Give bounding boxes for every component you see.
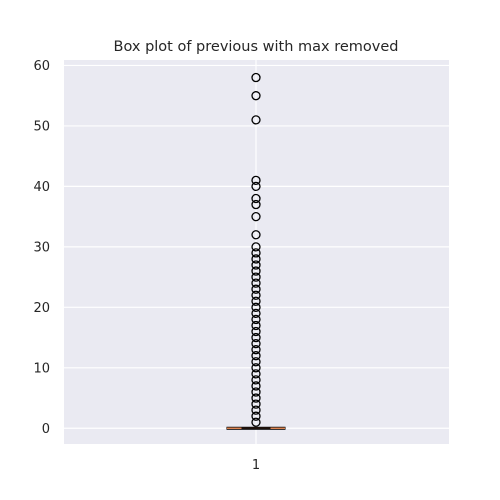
outlier-point <box>251 272 261 282</box>
outlier-point <box>251 248 261 258</box>
y-tick-label: 60 <box>33 59 50 74</box>
outlier-point <box>251 351 261 361</box>
outlier-point <box>251 242 261 252</box>
outlier-point <box>251 278 261 288</box>
outlier-points <box>251 72 261 427</box>
outlier-point <box>251 193 261 204</box>
x-tick-label: 1 <box>252 458 260 473</box>
x-axis-ticks: 1 <box>252 458 260 473</box>
y-tick-label: 50 <box>33 119 50 134</box>
outlier-point <box>251 332 261 343</box>
outlier-point <box>251 254 261 264</box>
y-tick-label: 20 <box>33 301 50 316</box>
outlier-point <box>251 320 261 331</box>
outlier-point <box>251 284 261 294</box>
outlier-point <box>251 308 261 319</box>
outlier-point <box>251 417 261 427</box>
outlier-point <box>251 181 261 192</box>
outlier-point <box>251 211 261 222</box>
outlier-point <box>251 290 261 300</box>
outlier-point <box>251 230 261 240</box>
outlier-point <box>251 175 261 185</box>
y-tick-label: 40 <box>33 180 50 195</box>
outlier-point <box>251 369 261 379</box>
outlier-point <box>251 326 261 337</box>
outlier-point <box>251 72 261 83</box>
outlier-point <box>251 375 261 385</box>
outlier-point <box>251 314 261 325</box>
y-tick-label: 0 <box>42 422 50 437</box>
outlier-point <box>251 357 261 367</box>
outlier-point <box>251 302 261 312</box>
chart-title: Box plot of previous with max removed <box>114 39 399 55</box>
y-tick-label: 10 <box>33 361 50 376</box>
box-group <box>226 426 286 430</box>
outlier-point <box>251 363 261 373</box>
outlier-point <box>251 399 261 409</box>
outlier-point <box>251 296 261 306</box>
y-axis-ticks: 0 10 20 30 40 50 60 <box>33 59 50 437</box>
outlier-point <box>251 266 261 276</box>
outlier-point <box>251 91 261 101</box>
outlier-point <box>251 199 261 210</box>
outlier-point <box>251 405 261 415</box>
outlier-point <box>251 115 261 125</box>
outlier-point <box>251 260 261 270</box>
outlier-point <box>251 387 261 397</box>
y-tick-label: 30 <box>33 240 50 255</box>
outlier-point <box>251 381 261 391</box>
outlier-point <box>251 393 261 403</box>
outlier-point <box>251 411 261 421</box>
outlier-point <box>251 338 261 349</box>
outlier-point <box>251 345 261 355</box>
